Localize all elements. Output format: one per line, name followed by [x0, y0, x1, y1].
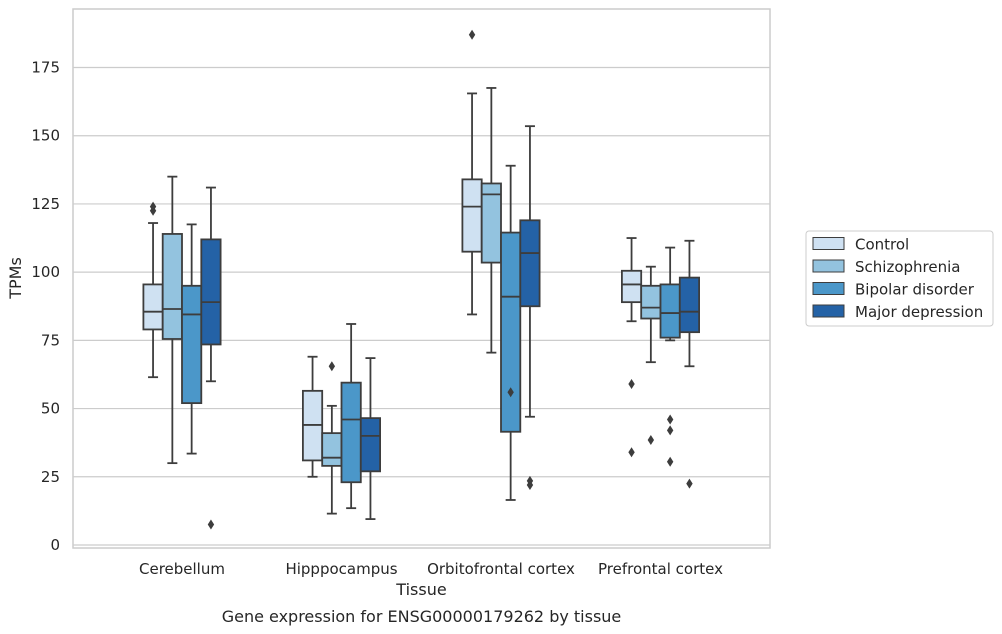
y-tick-label: 100 — [31, 263, 60, 281]
outlier-point — [666, 425, 674, 436]
outlier-point — [207, 519, 215, 530]
y-tick-label: 125 — [31, 195, 60, 213]
chart-caption: Gene expression for ENSG00000179262 by t… — [222, 607, 622, 626]
y-tick-label: 0 — [50, 536, 60, 554]
box-iqr — [621, 269, 643, 304]
box-iqr — [161, 233, 183, 340]
outlier-point — [666, 456, 674, 467]
y-tick-label: 50 — [41, 400, 60, 418]
legend-swatch — [812, 259, 845, 273]
box-iqr — [340, 381, 362, 484]
x-axis-label: Tissue — [395, 580, 446, 599]
legend-label: Schizophrenia — [855, 258, 960, 276]
box-group — [340, 323, 362, 510]
box-iqr — [200, 238, 222, 346]
box-iqr — [500, 231, 522, 433]
box-iqr — [678, 276, 700, 334]
box-iqr — [659, 283, 681, 339]
box-group — [678, 239, 700, 489]
box-group — [500, 164, 522, 501]
outlier-point — [149, 201, 157, 212]
y-tick-label: 25 — [41, 468, 60, 486]
plot-frame — [72, 8, 771, 549]
box-group — [181, 223, 203, 455]
outlier-point — [686, 478, 693, 489]
box-iqr — [321, 432, 343, 467]
legend-swatch — [812, 282, 845, 295]
box-group — [659, 246, 681, 467]
legend-swatch — [812, 237, 845, 250]
box-group — [200, 186, 222, 530]
outlier-point — [647, 434, 655, 445]
legend-label: Bipolar disorder — [855, 281, 975, 299]
outlier-point — [507, 387, 514, 398]
box-iqr — [480, 182, 502, 264]
outlier-point — [628, 447, 635, 458]
box-iqr — [461, 178, 483, 253]
legend-box — [805, 230, 994, 327]
legend: Control Schizophrenia Bipolar disorder Majo… — [805, 230, 994, 327]
legend-swatch — [812, 304, 845, 318]
box-group — [321, 361, 343, 515]
box-iqr — [359, 417, 381, 473]
outlier-point — [628, 379, 635, 390]
box-group — [480, 87, 502, 354]
box-iqr — [181, 284, 203, 405]
outlier-point — [666, 414, 674, 425]
x-tick-label: Prefrontal cortex — [598, 560, 723, 578]
box-iqr — [640, 284, 662, 320]
box-group — [640, 265, 662, 445]
legend-label: Major depression — [855, 303, 983, 321]
x-tick-labels: Cerebellum Hipppocampus Orbitofrontal cort… — [139, 560, 723, 578]
box-group — [161, 175, 183, 465]
outlier-point — [526, 479, 534, 490]
y-tick-labels: 0 25 50 75 100 125 150 175 — [31, 59, 60, 555]
box-iqr — [142, 283, 164, 331]
box-group — [519, 125, 541, 490]
outlier-point — [328, 361, 336, 372]
y-tick-label: 75 — [41, 331, 60, 349]
box-group — [621, 237, 643, 458]
box-group — [301, 355, 324, 478]
legend-label: Control — [855, 236, 909, 254]
y-tick-label: 150 — [31, 127, 60, 145]
x-tick-label: Hipppocampus — [285, 560, 397, 578]
box-iqr — [519, 219, 541, 308]
box-group — [142, 201, 164, 379]
x-tick-label: Cerebellum — [139, 560, 225, 578]
y-axis-label: TPMs — [6, 257, 25, 300]
x-tick-label: Orbitofrontal cortex — [427, 560, 575, 578]
outlier-point — [468, 29, 476, 40]
y-tick-label: 175 — [31, 59, 60, 77]
box-groups — [142, 29, 700, 530]
box-group — [359, 357, 381, 520]
